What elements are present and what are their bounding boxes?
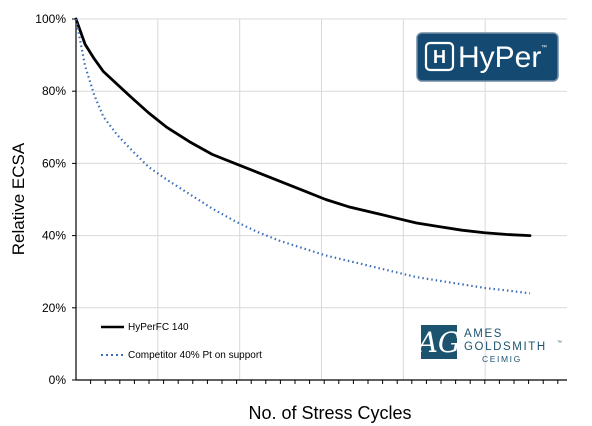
ag-monogram-box xyxy=(421,325,457,359)
legend-label-competitor: Competitor 40% Pt on support xyxy=(128,350,262,361)
series-layer xyxy=(74,17,532,295)
ag-line-goldsmith: GOLDSMITH xyxy=(464,341,547,353)
series-line-hyperfc xyxy=(74,17,532,238)
y-tick-label: 20% xyxy=(42,301,66,315)
ag-monogram: AG xyxy=(415,326,461,359)
legend: HyPerFC 140 Competitor 40% Pt on support xyxy=(101,322,262,361)
y-tick-label: 0% xyxy=(49,373,67,387)
hyper-logo: H HyPer ™ xyxy=(416,32,559,82)
ames-goldsmith-logo: AG AMES GOLDSMITH ™ CEIMIG xyxy=(415,325,562,364)
hyper-badge-icon: H xyxy=(424,41,455,72)
ag-line-ames: AMES xyxy=(464,328,503,340)
ag-trademark: ™ xyxy=(557,340,562,346)
hyper-trademark: ™ xyxy=(541,44,547,51)
y-axis-title: Relative ECSA xyxy=(9,142,28,255)
x-axis-title: No. of Stress Cycles xyxy=(248,403,411,423)
y-tick-label: 100% xyxy=(35,12,66,26)
hyper-badge-letter: H xyxy=(433,47,446,67)
y-tick-label: 40% xyxy=(42,229,66,243)
ag-line-ceimig: CEIMIG xyxy=(482,354,522,364)
grid-layer xyxy=(76,18,567,380)
axis-layer: 0% 20% 40% 60% 80% 100% xyxy=(35,12,567,387)
legend-label-hyperfc: HyPerFC 140 xyxy=(128,322,189,333)
hyper-wordmark: HyPer xyxy=(458,41,541,74)
y-tick-label: 80% xyxy=(42,84,66,98)
y-tick-label: 60% xyxy=(42,156,66,170)
